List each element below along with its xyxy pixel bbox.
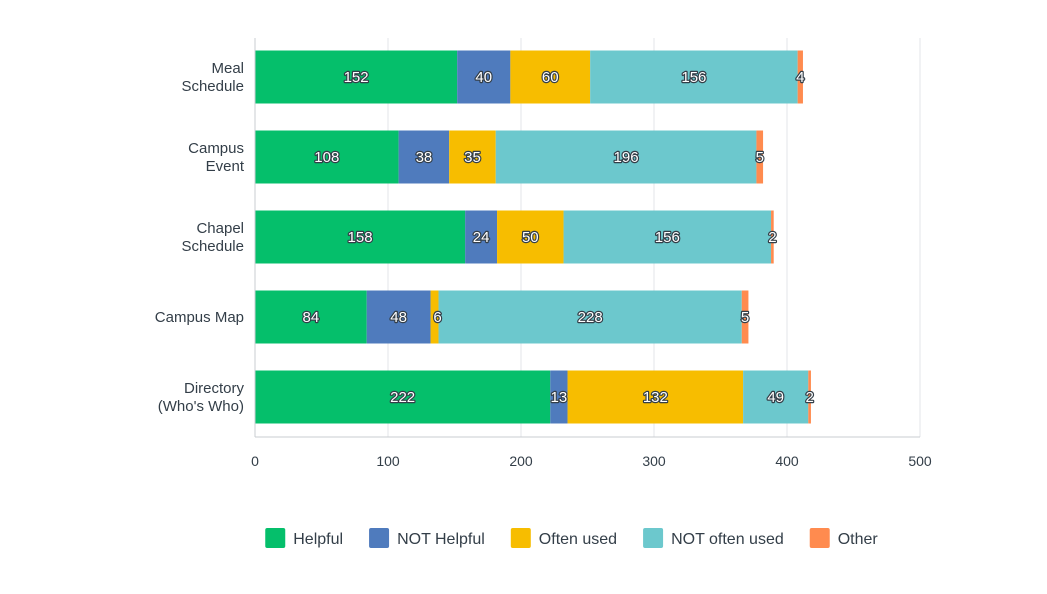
bar-segment[interactable] [808, 370, 811, 424]
bar-segment[interactable] [457, 50, 511, 104]
data-label: 50 [522, 229, 539, 246]
bar-segment[interactable] [797, 50, 803, 104]
bar-segment[interactable] [366, 290, 431, 344]
data-label: 222 [390, 389, 415, 406]
x-tick-label: 200 [509, 453, 533, 469]
data-label: 49 [767, 389, 784, 406]
data-label: 38 [416, 149, 433, 166]
legend-label: Helpful [293, 531, 343, 548]
legend-item[interactable]: NOT Helpful [369, 528, 485, 548]
data-label: 35 [464, 149, 481, 166]
bars-layer [255, 50, 811, 424]
x-tick-label: 500 [908, 453, 932, 469]
category-label: Campus Map [155, 309, 244, 326]
legend-swatch [369, 528, 390, 548]
legend-label: NOT Helpful [397, 531, 485, 548]
data-label: 2 [805, 389, 813, 406]
bar-segment[interactable] [590, 50, 798, 104]
bar-segment[interactable] [567, 370, 744, 424]
x-tick-label: 100 [376, 453, 400, 469]
data-label: 48 [390, 309, 407, 326]
bar-segment[interactable] [756, 130, 764, 184]
bar-segment[interactable] [438, 290, 742, 344]
data-label: 2 [768, 229, 776, 246]
bar-segment[interactable] [255, 290, 367, 344]
data-label: 196 [614, 149, 639, 166]
x-tick-label: 0 [251, 453, 259, 469]
bar-segment[interactable] [550, 370, 568, 424]
data-label: 24 [473, 229, 490, 246]
legend-label: NOT often used [671, 531, 784, 548]
legend-item[interactable]: Other [809, 528, 879, 548]
legend-swatch [809, 528, 830, 548]
bar-segment[interactable] [510, 50, 591, 104]
category-label: Chapel Schedule [181, 220, 244, 255]
bar-segment[interactable] [465, 210, 498, 264]
data-label: 132 [643, 389, 668, 406]
legend-item[interactable]: NOT often used [643, 528, 784, 548]
legend-label: Other [838, 531, 879, 548]
data-label: 158 [348, 229, 373, 246]
legend-swatch [643, 528, 664, 548]
bar-segment[interactable] [255, 370, 551, 424]
data-label: 152 [344, 69, 369, 86]
category-label: Campus Event [188, 140, 245, 175]
bar-segment[interactable] [741, 290, 749, 344]
data-label: 5 [756, 149, 764, 166]
legend-item[interactable]: Helpful [265, 528, 343, 548]
legend-swatch [265, 528, 286, 548]
labels-layer: 152 40 60 156 4 108 38 35 196 5 158 24 50 156 2 84 48 228… [301, 68, 815, 407]
data-label: 108 [314, 149, 339, 166]
x-tick-label: 400 [775, 453, 799, 469]
bar-segment[interactable] [771, 210, 774, 264]
data-label: 84 [303, 309, 320, 326]
bar-segment[interactable] [430, 290, 439, 344]
axis-layer: 0 100 200 300 400 500 Meal Schedule Campus Event C… [155, 38, 932, 469]
legend-label: Often used [539, 531, 617, 548]
data-label: 6 [433, 309, 441, 326]
bar-segment[interactable] [563, 210, 772, 264]
bar-segment[interactable] [449, 130, 496, 184]
bar-segment[interactable] [398, 130, 450, 184]
data-label: 40 [475, 69, 492, 86]
category-label: Meal Schedule [181, 60, 244, 95]
bar-segment[interactable] [255, 130, 399, 184]
data-label: 156 [681, 69, 706, 86]
data-label: 4 [796, 69, 804, 86]
data-label: 156 [655, 229, 680, 246]
legend[interactable]: Helpful NOT Helpful Often used NOT often us… [265, 528, 878, 548]
data-label: 228 [578, 309, 603, 326]
legend-item[interactable]: Often used [510, 528, 617, 548]
bar-segment[interactable] [255, 210, 466, 264]
bar-segment[interactable] [743, 370, 809, 424]
x-tick-label: 300 [642, 453, 666, 469]
legend-swatch [510, 528, 531, 548]
data-label: 13 [551, 389, 568, 406]
bar-segment[interactable] [497, 210, 564, 264]
bar-segment[interactable] [255, 50, 458, 104]
category-label: Directory (Who's Who) [158, 380, 245, 415]
data-label: 60 [542, 69, 559, 86]
data-label: 5 [741, 309, 749, 326]
bar-segment[interactable] [495, 130, 757, 184]
